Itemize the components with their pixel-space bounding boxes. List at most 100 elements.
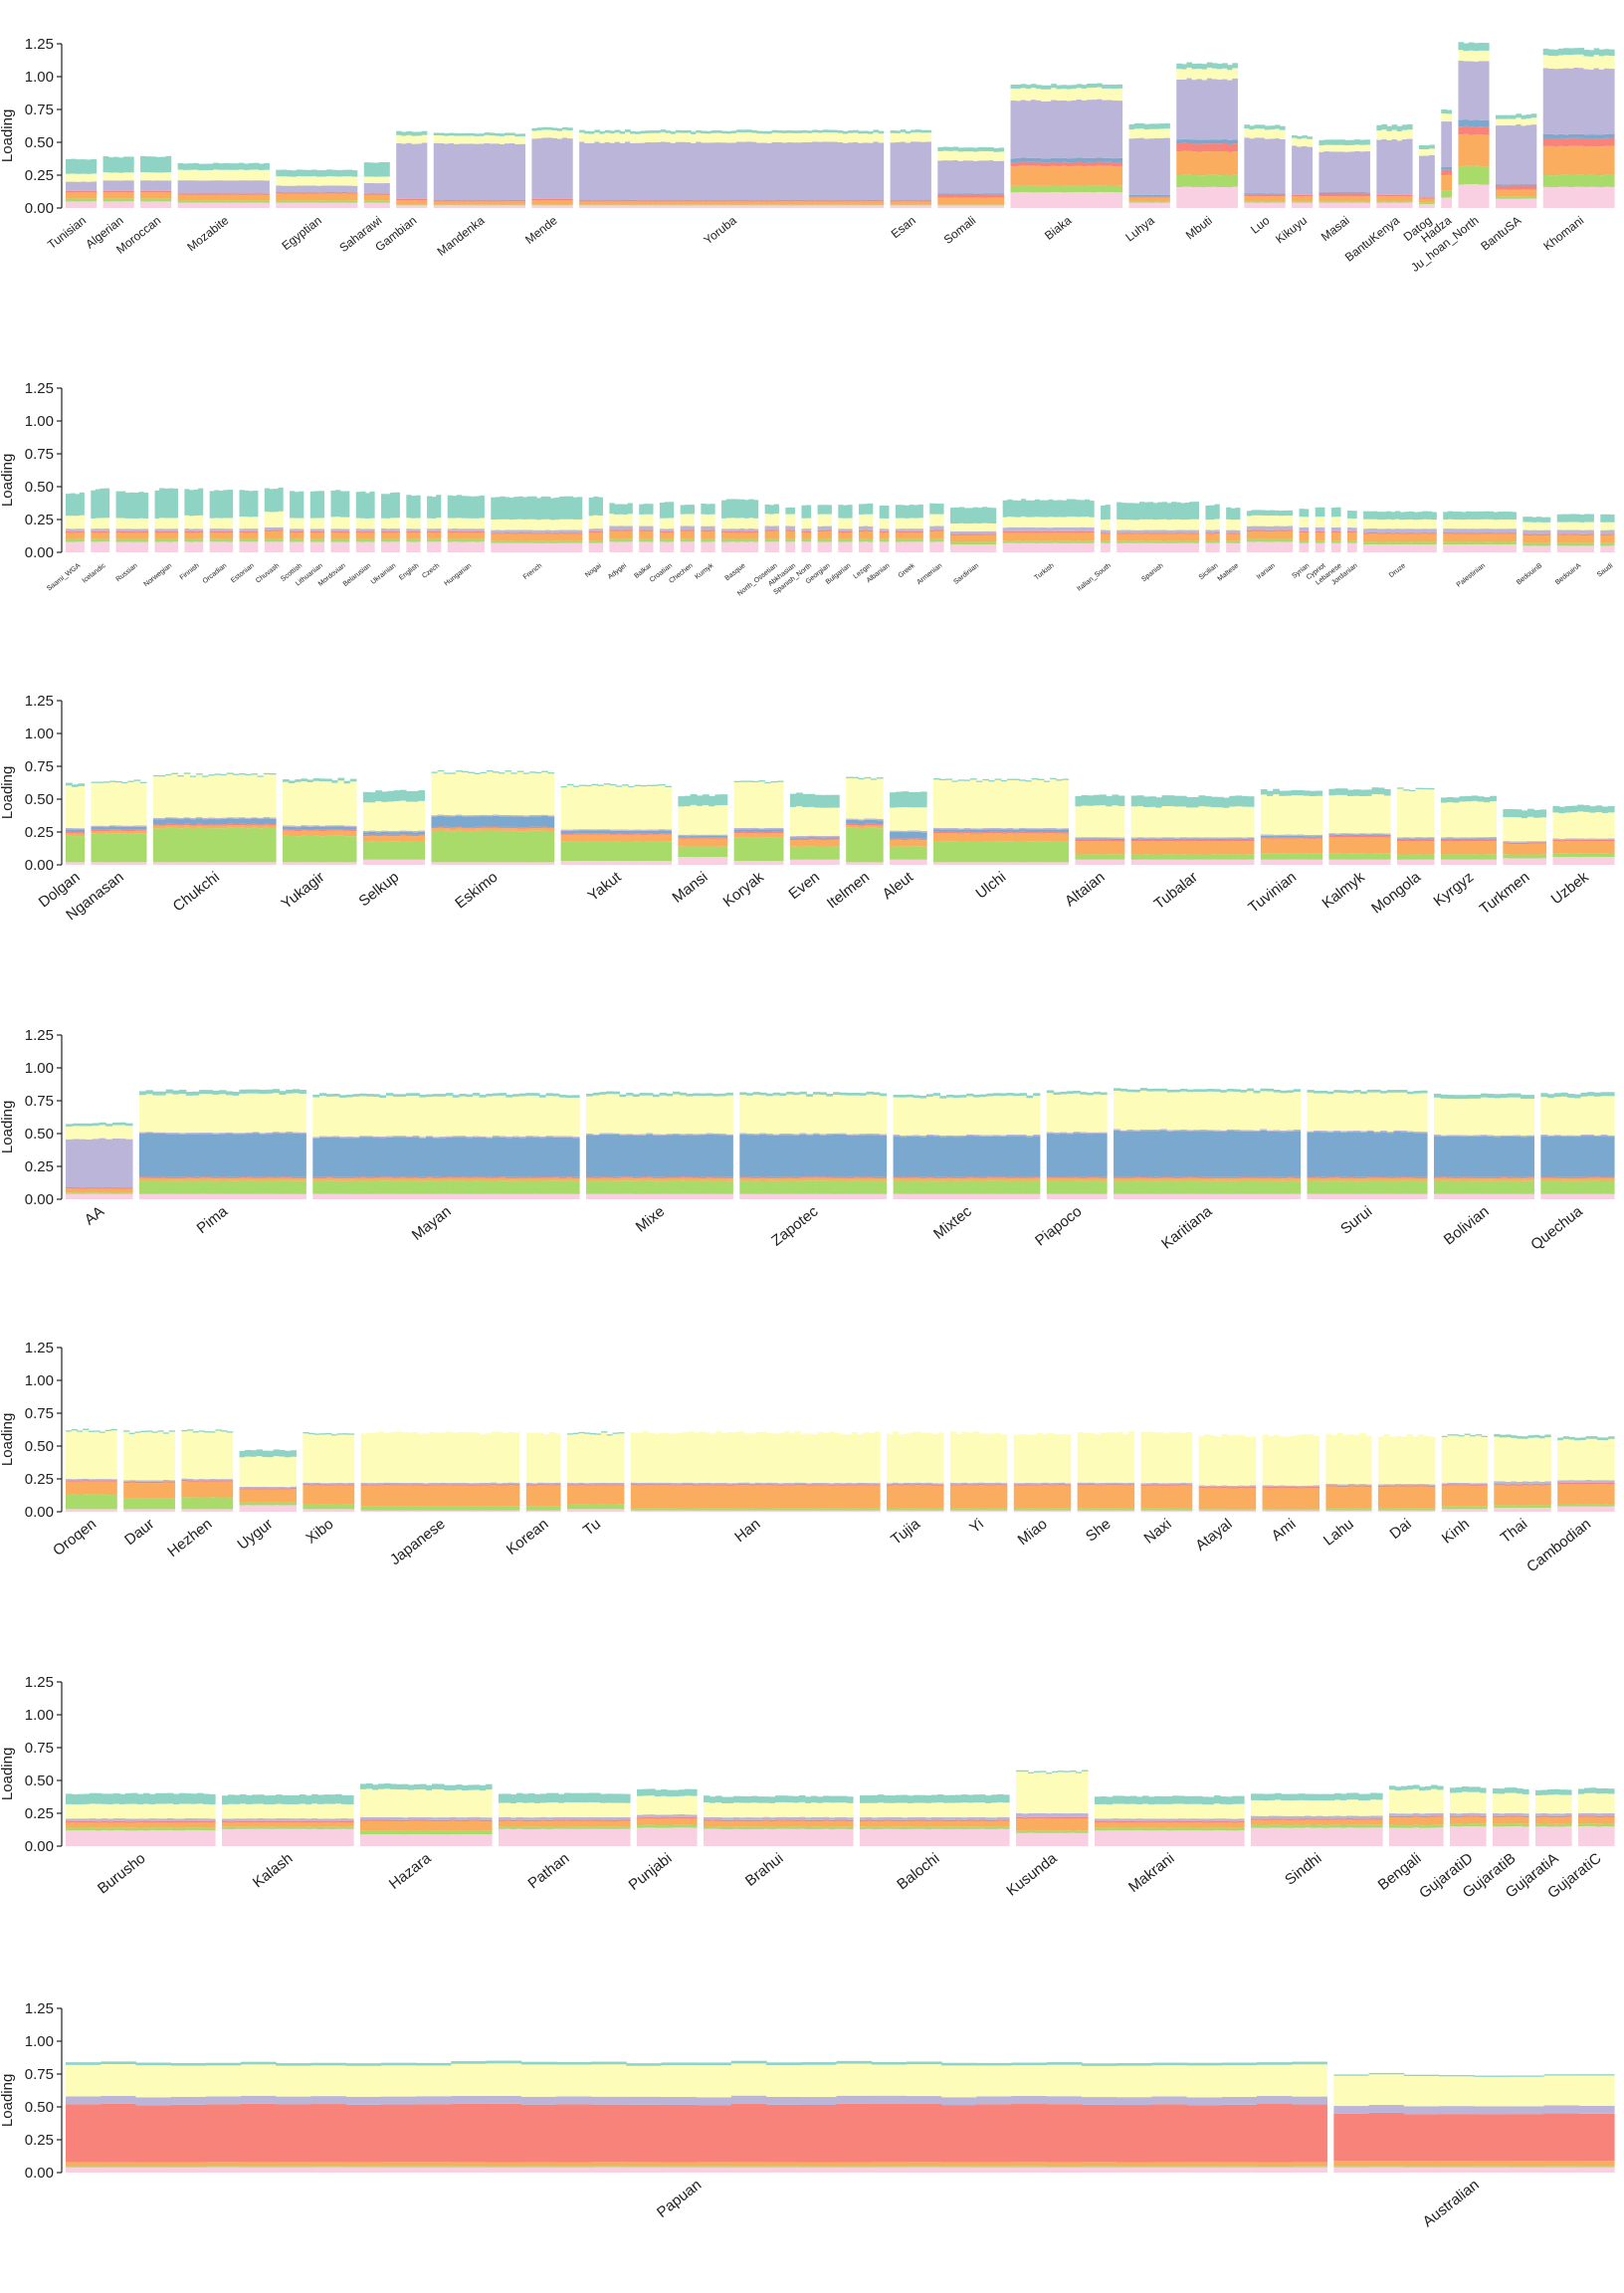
bar-segment-orange [399, 835, 407, 842]
bar-segment-purple [868, 142, 875, 201]
bar-segment-teal [709, 795, 715, 807]
bar-segment-orange [1020, 165, 1027, 186]
bar-segment-red [670, 200, 677, 202]
bar-segment-green [579, 841, 586, 861]
y-tick-label: 1.25 [25, 380, 54, 397]
bar-segment-green [159, 828, 166, 863]
bar-segment-red [1466, 532, 1472, 534]
bar-segment-teal [1302, 135, 1308, 138]
bar-segment-yellow [253, 517, 259, 529]
bar-segment-green [239, 827, 246, 863]
bar-segment-red [758, 832, 766, 834]
bar-segment-orange [1372, 533, 1378, 542]
bar-segment-teal [281, 169, 288, 177]
bar-segment-red [959, 533, 965, 535]
bar-segment-orange [452, 532, 458, 539]
bar-segment-yellow [1105, 519, 1111, 530]
bar-segment-teal [351, 170, 358, 177]
bar-segment-red [461, 530, 467, 533]
bar-segment-red [1201, 143, 1208, 152]
bar-segment-green [660, 204, 667, 206]
bar-segment-red [401, 198, 407, 201]
bar-segment-teal [415, 495, 421, 519]
bar-segment-purple [470, 528, 476, 531]
bar-segment-teal [516, 770, 524, 772]
bar-segment-pink [1152, 542, 1158, 552]
bar-segment-green [1227, 175, 1233, 188]
bar-segment-orange [730, 201, 737, 205]
bar-segment-teal [71, 158, 77, 174]
bar-segment-purple [541, 137, 548, 199]
bar-segment-pink [735, 205, 742, 208]
bar-segment-green [286, 200, 293, 203]
bar-segment-yellow [459, 135, 465, 144]
bar-segment-green [630, 204, 636, 206]
bar-segment-yellow [526, 519, 533, 530]
bar-segment-orange [972, 534, 978, 542]
bar-segment-green [733, 837, 741, 862]
bar-segment-yellow [879, 518, 885, 529]
bar-segment-green [1080, 540, 1086, 543]
bar-segment-yellow [107, 172, 114, 181]
bar-segment-green [909, 538, 914, 542]
bar-segment-blue [1530, 184, 1537, 186]
bar-segment-orange [1016, 532, 1022, 541]
bar-segment-pink [1025, 192, 1032, 208]
bar-segment-teal [1201, 64, 1208, 70]
bar-segment-yellow [753, 518, 759, 529]
bar-segment-blue [159, 819, 166, 825]
bar-segment-purple [678, 834, 686, 837]
bar-segment-yellow [1315, 517, 1320, 527]
bar-segment-teal [1396, 125, 1403, 132]
bar-segment-green [1161, 540, 1168, 543]
bar-segment-purple [1427, 528, 1433, 533]
bar-segment-pink [1446, 197, 1453, 208]
bar-segment-yellow [1043, 517, 1049, 528]
bar-segment-purple [202, 817, 209, 820]
bar-segment-yellow [1265, 516, 1271, 526]
bar-segment-pink [1598, 187, 1605, 208]
bar-segment-green [406, 204, 413, 206]
bar-segment-red [988, 194, 994, 198]
bar-segment-yellow [301, 780, 308, 826]
bar-segment-blue [1128, 194, 1135, 197]
bar-segment-yellow [70, 516, 76, 529]
bar-segment-purple [690, 834, 698, 836]
bar-segment-purple [1456, 528, 1463, 533]
bar-segment-yellow [462, 772, 469, 816]
bar-segment-blue [1343, 192, 1350, 194]
bar-segment-yellow [567, 519, 574, 530]
group-Even: Even [786, 792, 840, 903]
bar-segment-yellow [1269, 129, 1276, 139]
bar-segment-yellow [584, 133, 590, 143]
bar-segment-teal [1431, 512, 1437, 521]
bar-segment-orange [730, 532, 736, 539]
bar-segment-green [1466, 541, 1472, 544]
bar-segment-blue [1521, 184, 1527, 186]
bar-segment-teal [208, 163, 214, 170]
bar-segment-purple [701, 142, 707, 201]
bar-segment-purple [1297, 146, 1303, 195]
bar-segment-green [152, 828, 160, 863]
bar-segment-pink [299, 541, 304, 552]
bar-segment-orange [1176, 151, 1182, 176]
bar-segment-teal [748, 499, 754, 519]
bar-segment-purple [1603, 68, 1610, 134]
bar-segment-teal [873, 129, 880, 133]
bar-segment-yellow [1039, 517, 1045, 527]
bar-segment-purple [710, 525, 715, 530]
bar-segment-teal [680, 130, 687, 133]
bar-segment-teal [703, 794, 710, 805]
bar-segment-purple [1120, 529, 1126, 533]
group-Saami_WGA: Saami_WGA [46, 492, 85, 592]
bar-segment-purple [1488, 528, 1495, 533]
bar-segment-green [1020, 540, 1027, 543]
bar-segment-purple [1016, 526, 1022, 531]
bar-segment-green [431, 830, 439, 863]
bar-segment-orange [142, 532, 149, 539]
bar-segment-teal [456, 770, 463, 772]
bar-segment-orange [1603, 145, 1610, 175]
bar-segment-teal [411, 131, 418, 136]
bar-segment-blue [1458, 119, 1465, 127]
bar-segment-teal [664, 502, 670, 519]
